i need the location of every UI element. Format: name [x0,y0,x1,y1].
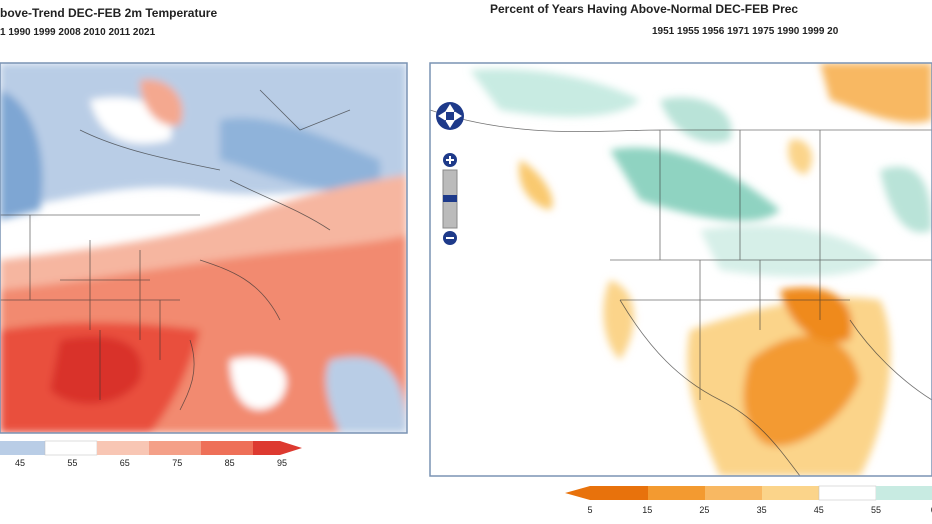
right-colorbar [565,485,932,501]
right-subtitle: 1951 1955 1956 1971 1975 1990 1999 20 [652,26,839,37]
left-colorbar [0,440,302,456]
colorbar-label: 85 [225,458,235,468]
colorbar-label: 75 [172,458,182,468]
colorbar-label: 95 [277,458,287,468]
colorbar-label: 5 [587,505,592,515]
left-subtitle: 1 1990 1999 2008 2010 2011 2021 [0,27,156,38]
right-title: Percent of Years Having Above-Normal DEC… [490,2,798,16]
colorbar-label: 55 [871,505,881,515]
colorbar-label: 65 [120,458,130,468]
right-frame [429,62,932,477]
left-map [0,63,407,433]
left-frame [0,62,408,434]
map-navigation[interactable] [436,102,464,245]
colorbar-label: 35 [757,505,767,515]
pan-control[interactable] [436,102,464,130]
colorbar-label: 6 [931,505,932,515]
colorbar-label: 45 [814,505,824,515]
left-title: bove-Trend DEC-FEB 2m Temperature [0,6,217,20]
right-map [430,63,932,476]
colorbar-label: 55 [67,458,77,468]
colorbar-label: 25 [699,505,709,515]
colorbar-label: 45 [15,458,25,468]
colorbar-label: 15 [642,505,652,515]
